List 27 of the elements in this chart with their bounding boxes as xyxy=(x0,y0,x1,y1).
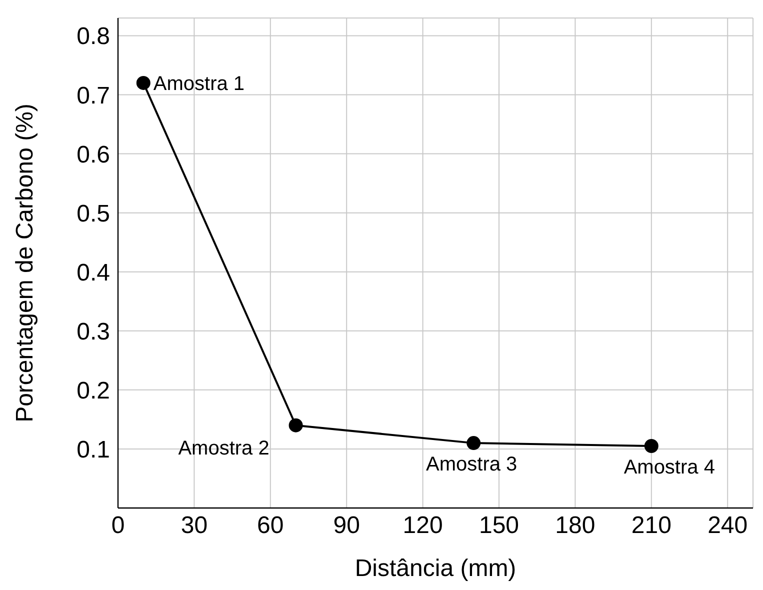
y-tick-label: 0.8 xyxy=(76,23,110,50)
annotation: Amostra 2 xyxy=(178,438,270,460)
y-tick-label: 0.4 xyxy=(76,259,110,286)
annotation: Amostra 4 xyxy=(624,456,715,478)
y-tick-label: 0.1 xyxy=(76,436,110,464)
y-tick-label: 0.5 xyxy=(76,200,110,228)
x-tick-label: 210 xyxy=(631,512,672,540)
annotation: Amostra 3 xyxy=(426,453,518,476)
point xyxy=(288,418,303,432)
x-tick-label: 120 xyxy=(402,512,443,540)
x-tick-label: 90 xyxy=(333,512,360,540)
x-axis-title: Distância (mm) xyxy=(354,555,516,582)
x-tick-label: 150 xyxy=(478,512,520,540)
point xyxy=(466,436,481,450)
point xyxy=(136,76,150,90)
y-tick-label: 0.6 xyxy=(76,141,110,168)
x-tick-label: 60 xyxy=(257,512,284,540)
annotation: Amostra 1 xyxy=(153,73,245,96)
x-tick-label: 0 xyxy=(111,512,125,540)
y-tick-label: 0.3 xyxy=(76,318,110,346)
x-tick-label: 180 xyxy=(555,512,596,540)
point xyxy=(644,439,658,454)
y-axis-title: Porcentagem de Carbono (%) xyxy=(12,104,39,422)
x-tick-label: 240 xyxy=(708,512,748,540)
y-tick-label: 0.2 xyxy=(76,377,110,404)
x-tick-label: 30 xyxy=(180,512,208,540)
y-tick-label: 0.7 xyxy=(76,82,110,110)
